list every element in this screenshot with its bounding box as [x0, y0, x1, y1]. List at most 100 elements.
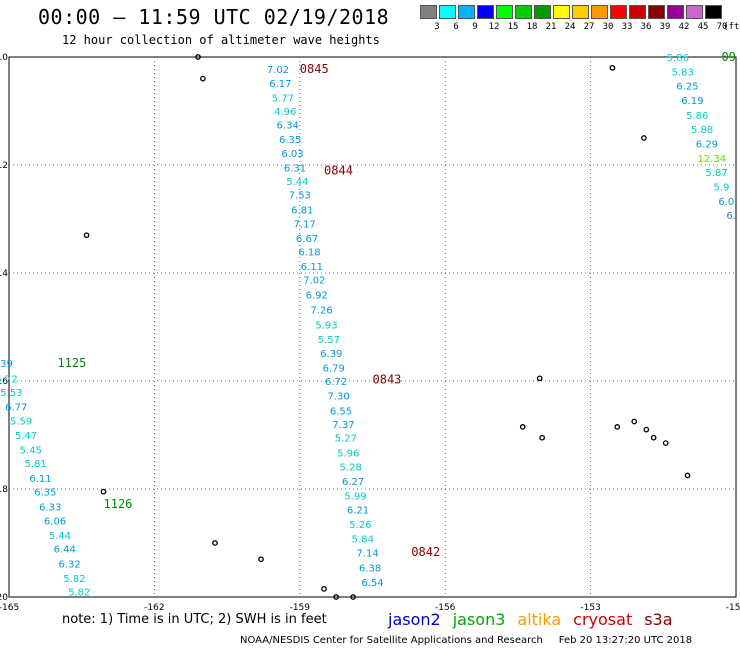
island-mark: [200, 75, 206, 82]
scale-swatch: [705, 5, 722, 19]
swh-value: 6.11: [301, 262, 323, 273]
scale-label: 27: [583, 22, 595, 32]
scale-swatch: [553, 5, 570, 19]
swh-value: 6.: [726, 211, 736, 222]
scale-label: 18: [526, 22, 538, 32]
swh-value: 5.87: [705, 168, 727, 179]
scale-label: 12: [488, 22, 500, 32]
swh-value: 5.77: [272, 94, 294, 105]
swh-value: 6.55: [330, 407, 352, 418]
island-mark: [519, 424, 526, 430]
island-mark: [83, 232, 90, 239]
swh-value: 6.33: [39, 502, 61, 513]
lon-tick-label: -153: [580, 603, 600, 613]
swh-value: 5.86: [686, 111, 708, 122]
scale-swatch: [515, 5, 532, 19]
scale-swatch: [667, 5, 684, 19]
lon-tick-label: -162: [144, 603, 164, 613]
lat-tick-label: -18: [0, 485, 8, 495]
swh-value: 6.0: [718, 197, 734, 208]
swh-value: 6.39: [0, 359, 13, 370]
scale-swatch: [496, 5, 513, 19]
note-text: note: 1) Time is in UTC; 2) SWH is in fe…: [62, 612, 327, 627]
swh-value: 5.84: [352, 535, 374, 546]
island-mark: [258, 556, 264, 563]
swh-value: 5.88: [691, 125, 713, 136]
swh-value: 4.96: [274, 107, 296, 118]
satellite-jason2: jason2: [388, 610, 441, 629]
swh-value: 5.83: [672, 68, 694, 79]
swh-value: 6.77: [5, 402, 27, 413]
satellite-s3a: s3a: [644, 610, 673, 629]
swh-value: 5.27: [335, 434, 357, 445]
scale-swatch: [610, 5, 627, 19]
swh-value: 6.39: [320, 349, 342, 360]
swh-value: 6.18: [298, 247, 320, 258]
swh-value: 5.53: [0, 388, 22, 399]
swh-value: 5.9: [714, 183, 730, 194]
swh-value: 6.27: [342, 477, 364, 488]
scale-label: 24: [564, 22, 576, 32]
lat-tick-label: -10: [0, 53, 8, 63]
island-mark: [539, 434, 545, 441]
swh-value: 7.17: [294, 219, 316, 230]
swh-value: 6.35: [279, 135, 301, 146]
scale-swatch: [439, 5, 456, 19]
swh-value: 6.19: [681, 96, 703, 107]
scale-unit: (ft): [723, 22, 740, 32]
island-mark: [609, 64, 616, 71]
pass-time-label: 0844: [324, 163, 353, 177]
satellite-legend: jason2 jason3 altika cryosat s3a: [388, 610, 685, 629]
swh-value: 7.26: [310, 306, 332, 317]
timestamp-text: Feb 20 13:27:20 UTC 2018: [558, 635, 693, 646]
footer-credit: NOAA/NESDIS Center for Satellite Applica…: [240, 635, 692, 646]
island-mark: [333, 594, 339, 600]
swh-value: 5.59: [10, 416, 32, 427]
swh-value: 6.21: [347, 506, 369, 517]
scale-label: 21: [545, 22, 557, 32]
swh-value: 12.34: [697, 154, 726, 165]
scale-label: 30: [602, 22, 614, 32]
swh-value: 6.03: [281, 149, 303, 160]
island-mark: [100, 488, 107, 495]
swh-value: 6.92: [306, 291, 328, 302]
map-frame: [8, 56, 737, 598]
swh-value: 6.67: [296, 234, 318, 245]
swh-value: 5.44: [286, 177, 308, 188]
scale-swatch: [572, 5, 589, 19]
scale-swatch: [534, 5, 551, 19]
scale-label: 9: [472, 22, 478, 32]
swh-value: 6.32: [58, 560, 80, 571]
pass-time-label: 0845: [300, 62, 329, 76]
scale-label: 6: [453, 22, 459, 32]
swh-value: 7.02: [303, 275, 325, 286]
swh-value: 5.28: [340, 462, 362, 473]
swh-value: 5.86: [667, 53, 689, 64]
island-mark: [641, 135, 647, 141]
satellite-altika: altika: [517, 610, 562, 629]
swh-value: 7.53: [289, 191, 311, 202]
scale-label: 42: [678, 22, 690, 32]
lat-tick-label: -16: [0, 377, 8, 387]
scale-label: 45: [697, 22, 709, 32]
scale-swatch: [648, 5, 665, 19]
swh-value: 7.14: [357, 549, 379, 560]
swh-value: 7.02: [267, 65, 289, 76]
island-mark: [643, 426, 650, 433]
scale-swatch: [629, 5, 646, 19]
swh-value: 5.26: [349, 520, 371, 531]
swh-value: 5.99: [344, 491, 366, 502]
island-mark: [614, 424, 621, 430]
lon-tick-label: -159: [290, 603, 311, 613]
swh-value: 6.31: [284, 164, 306, 175]
credit-text: NOAA/NESDIS Center for Satellite Applica…: [240, 635, 543, 646]
swh-value: 5.96: [337, 448, 359, 459]
island-mark: [350, 594, 356, 600]
swh-value: 5.44: [49, 531, 71, 542]
swh-value: 5.82: [68, 588, 90, 599]
island-mark: [212, 540, 218, 546]
island-mark: [536, 375, 543, 382]
swh-value: 6.79: [323, 364, 345, 375]
island-mark: [662, 440, 669, 446]
